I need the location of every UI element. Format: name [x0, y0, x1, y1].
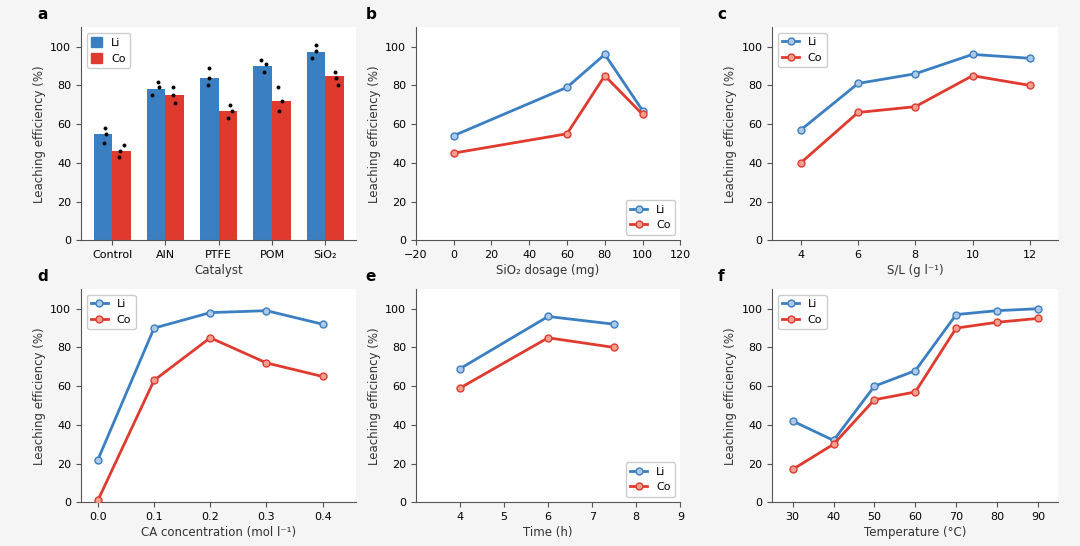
Point	[95, 139, 112, 148]
Point	[252, 56, 269, 64]
Point	[326, 68, 343, 76]
Point	[303, 54, 321, 63]
Point	[200, 73, 217, 82]
Legend: Li, Co: Li, Co	[626, 462, 675, 497]
Point	[201, 63, 218, 72]
Point	[150, 77, 167, 86]
Text: d: d	[37, 269, 48, 284]
Point	[166, 98, 184, 107]
X-axis label: Temperature (°C): Temperature (°C)	[864, 526, 967, 539]
Point	[116, 141, 133, 150]
Point	[220, 114, 238, 123]
Bar	[218, 110, 238, 240]
Point	[221, 100, 239, 109]
Y-axis label: Leaching efficiency (%): Leaching efficiency (%)	[725, 65, 738, 203]
Point	[273, 97, 291, 105]
Y-axis label: Leaching efficiency (%): Leaching efficiency (%)	[33, 65, 46, 203]
Bar	[165, 95, 184, 240]
Text: e: e	[365, 269, 376, 284]
Bar	[147, 89, 165, 240]
Point	[329, 81, 347, 90]
Text: b: b	[365, 7, 377, 22]
X-axis label: CA concentration (mol l⁻¹): CA concentration (mol l⁻¹)	[141, 526, 296, 539]
X-axis label: Time (h): Time (h)	[524, 526, 572, 539]
X-axis label: Catalyst: Catalyst	[194, 264, 243, 277]
X-axis label: SiO₂ dosage (mg): SiO₂ dosage (mg)	[497, 264, 599, 277]
Point	[111, 153, 129, 162]
Point	[97, 129, 114, 138]
Point	[258, 60, 275, 68]
Legend: Li, Co: Li, Co	[86, 33, 130, 68]
Legend: Li, Co: Li, Co	[778, 33, 826, 67]
Point	[164, 83, 181, 92]
X-axis label: S/L (g l⁻¹): S/L (g l⁻¹)	[887, 264, 944, 277]
Legend: Li, Co: Li, Co	[626, 200, 675, 235]
Point	[150, 83, 167, 92]
Point	[255, 68, 272, 76]
Point	[144, 91, 161, 99]
Point	[164, 91, 181, 99]
Point	[327, 73, 345, 82]
Bar	[254, 66, 272, 240]
Legend: Li, Co: Li, Co	[86, 295, 135, 329]
Text: c: c	[718, 7, 727, 22]
Point	[270, 106, 287, 115]
Bar	[325, 76, 343, 240]
Y-axis label: Leaching efficiency (%): Leaching efficiency (%)	[725, 327, 738, 465]
Point	[308, 46, 325, 55]
Y-axis label: Leaching efficiency (%): Leaching efficiency (%)	[368, 327, 381, 465]
Y-axis label: Leaching efficiency (%): Leaching efficiency (%)	[368, 65, 381, 203]
Point	[96, 123, 113, 132]
Bar	[272, 101, 291, 240]
Y-axis label: Leaching efficiency (%): Leaching efficiency (%)	[33, 327, 46, 465]
Point	[224, 106, 241, 115]
Bar	[112, 151, 131, 240]
Text: f: f	[718, 269, 725, 284]
Bar	[94, 134, 112, 240]
Point	[111, 147, 129, 156]
Point	[307, 40, 324, 49]
Text: a: a	[37, 7, 48, 22]
Point	[269, 83, 286, 92]
Bar	[307, 52, 325, 240]
Legend: Li, Co: Li, Co	[778, 295, 826, 329]
Point	[199, 81, 216, 90]
Bar	[200, 78, 219, 240]
